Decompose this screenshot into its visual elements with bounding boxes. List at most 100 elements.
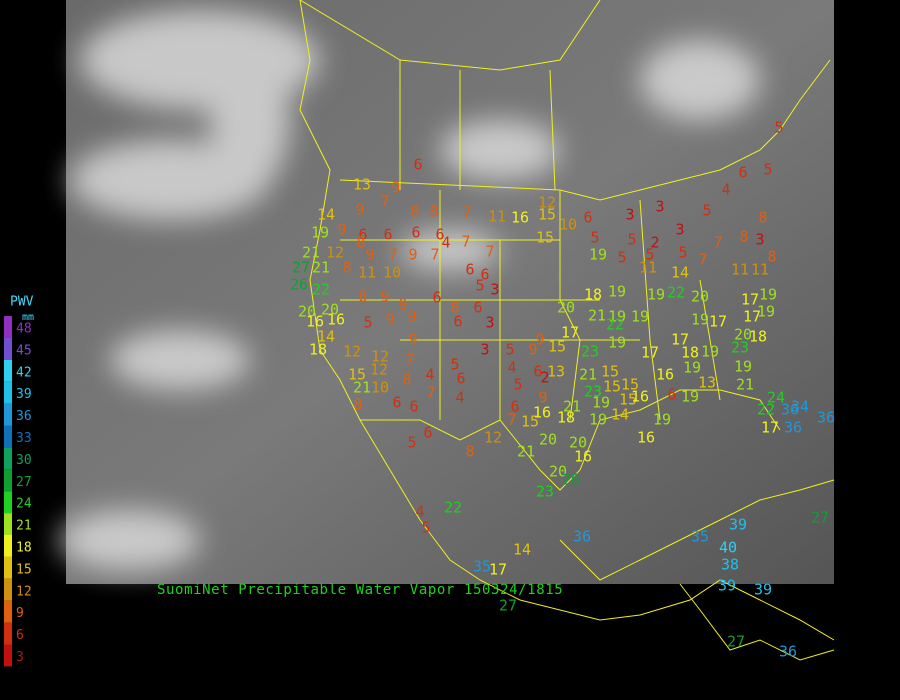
- legend-label: 45: [16, 343, 32, 358]
- station-value: 6: [510, 398, 519, 416]
- legend-label: 15: [16, 562, 32, 577]
- legend-swatch: [4, 556, 12, 579]
- station-value: 7: [462, 204, 471, 222]
- station-value: 3: [490, 281, 499, 299]
- station-value: 19: [608, 283, 626, 301]
- station-value: 7: [698, 251, 707, 269]
- station-value: 8: [450, 299, 459, 317]
- station-value: 19: [734, 358, 752, 376]
- station-value: 2: [650, 234, 659, 252]
- station-value: 21: [517, 443, 535, 461]
- station-value: 27: [499, 597, 517, 615]
- station-value: 7: [426, 384, 435, 402]
- station-value: 8: [465, 443, 474, 461]
- station-value: 6: [392, 394, 401, 412]
- station-value: 8: [410, 203, 419, 221]
- legend-swatch: [4, 491, 12, 514]
- station-value: 16: [574, 448, 592, 466]
- station-value: 17: [671, 331, 689, 349]
- station-value: 9: [398, 296, 407, 314]
- station-value: 19: [631, 308, 649, 326]
- station-value: 15: [538, 206, 556, 224]
- station-value: 7: [405, 351, 414, 369]
- station-value: 17: [561, 324, 579, 342]
- station-value: 12: [343, 343, 361, 361]
- legend-swatch: [4, 469, 12, 492]
- station-value: 11: [751, 261, 769, 279]
- legend-label: 27: [16, 475, 32, 490]
- map-borders: [299, 0, 835, 661]
- legend-swatch: [4, 447, 12, 470]
- station-value: 18: [557, 409, 575, 427]
- station-value: 21: [353, 379, 371, 397]
- station-value: 35: [473, 558, 491, 576]
- station-value: 8: [356, 234, 365, 252]
- station-value: 39: [754, 581, 772, 599]
- station-value: 16: [511, 209, 529, 227]
- station-value: 27: [811, 509, 829, 527]
- station-value: 22: [757, 401, 775, 419]
- station-value: 18: [584, 286, 602, 304]
- station-value: 19: [681, 388, 699, 406]
- station-value: 21: [579, 366, 597, 384]
- legend-swatch: [4, 578, 12, 601]
- legend-swatch: [4, 403, 12, 426]
- station-value: 18: [749, 328, 767, 346]
- station-value: 14: [671, 264, 689, 282]
- station-value: 15: [601, 363, 619, 381]
- station-value: 21: [736, 376, 754, 394]
- station-value: 6: [383, 226, 392, 244]
- station-value: 23: [581, 343, 599, 361]
- station-value: 9: [385, 311, 394, 329]
- station-value: 19: [701, 343, 719, 361]
- station-value: 18: [681, 344, 699, 362]
- station-value: 7: [388, 246, 397, 264]
- station-value: 39: [718, 577, 736, 595]
- station-value: 16: [533, 404, 551, 422]
- station-value: 20: [539, 431, 557, 449]
- station-value: 9: [365, 246, 374, 264]
- station-value: 15: [621, 376, 639, 394]
- station-value: 15: [521, 413, 539, 431]
- station-value: 15: [548, 338, 566, 356]
- station-value: 6: [409, 398, 418, 416]
- station-value: 9: [391, 179, 400, 197]
- station-value: 16: [656, 366, 674, 384]
- station-value: 19: [683, 359, 701, 377]
- station-value: 10: [383, 264, 401, 282]
- station-value: 17: [709, 313, 727, 331]
- station-value: 14: [317, 328, 335, 346]
- station-value: 11: [731, 261, 749, 279]
- legend-swatch: [4, 359, 12, 382]
- station-value: 21: [563, 398, 581, 416]
- legend-label: 9: [16, 606, 24, 621]
- station-value: 13: [698, 374, 716, 392]
- station-value: 14: [513, 541, 531, 559]
- station-value: 19: [608, 308, 626, 326]
- station-value: 22: [667, 284, 685, 302]
- station-value: 8: [353, 396, 362, 414]
- station-value: 15: [619, 391, 637, 409]
- station-value: 36: [573, 528, 591, 546]
- legend-label: 48: [16, 321, 32, 336]
- legend-swatch: [4, 316, 12, 338]
- station-value: 4: [415, 503, 424, 521]
- station-value: 35: [691, 528, 709, 546]
- station-value: 6: [473, 299, 482, 317]
- station-value: 6: [456, 370, 465, 388]
- station-value: 19: [592, 394, 610, 412]
- station-value: 4: [455, 389, 464, 407]
- station-value: 17: [743, 308, 761, 326]
- station-value: 3: [755, 231, 764, 249]
- station-value: 5: [475, 277, 484, 295]
- station-value: 6: [533, 363, 542, 381]
- station-value: 9: [408, 331, 417, 349]
- station-value: 5: [763, 161, 772, 179]
- station-value: 15: [536, 229, 554, 247]
- station-value: 16: [631, 388, 649, 406]
- legend-unit: mm: [22, 312, 34, 323]
- legend-swatch: [4, 513, 12, 535]
- station-value: 23: [731, 339, 749, 357]
- station-value: 21: [302, 244, 320, 262]
